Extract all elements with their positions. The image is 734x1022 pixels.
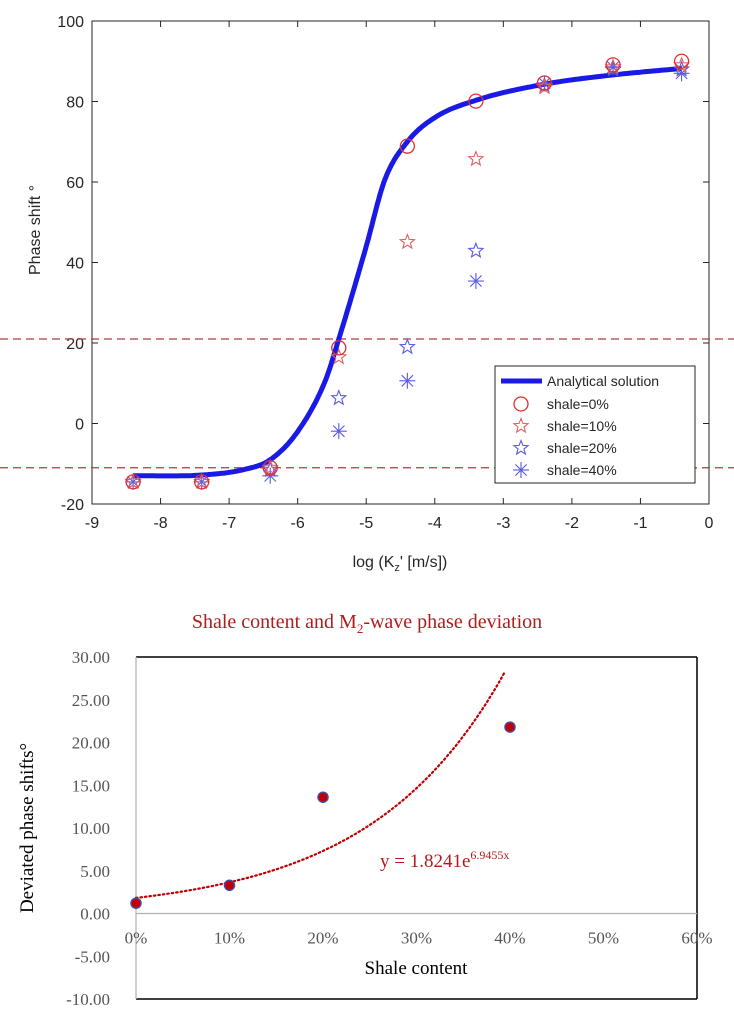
data-point xyxy=(504,721,516,733)
legend-label-shale-20: shale=20% xyxy=(547,440,617,456)
marker-shale-20 xyxy=(672,60,691,77)
bottom-y-axis-label: Deviated phase shifts° xyxy=(17,743,38,913)
x-tick-label: 60% xyxy=(681,929,712,948)
top-x-axis-label: log (Kz' [m/s]) xyxy=(353,554,448,574)
y-tick-label: 20 xyxy=(66,336,84,353)
y-tick-label: 0 xyxy=(75,417,84,434)
x-tick-label: 10% xyxy=(214,929,245,948)
legend-label-shale-10: shale=10% xyxy=(547,418,617,434)
marker-shale-10 xyxy=(330,348,348,365)
x-tick-label: 0% xyxy=(125,929,148,948)
marker-shale-0 xyxy=(194,474,210,490)
legend-marker-shale-20 xyxy=(512,438,530,456)
x-tick-label: -8 xyxy=(153,515,167,532)
marker-shale-20 xyxy=(535,76,554,93)
legend: Analytical solution shale=0% shale=10% s… xyxy=(494,365,696,484)
y-tick-label: 5.00 xyxy=(80,862,110,881)
x-tick-label: -4 xyxy=(428,515,442,532)
marker-shale-20 xyxy=(467,241,485,259)
marker-shale-20 xyxy=(330,389,348,406)
marker-shale-10 xyxy=(124,472,142,490)
y-tick-label: -5.00 xyxy=(75,947,110,966)
y-tick-label: 20.00 xyxy=(72,734,110,753)
marker-shale-0 xyxy=(262,460,278,476)
y-tick-label: -20 xyxy=(61,497,84,514)
y-tick-label: 100 xyxy=(57,14,84,31)
bottom-x-axis-label: Shale content xyxy=(365,958,469,979)
x-tick-label: 40% xyxy=(494,929,525,948)
phase-shift-chart: -9 -8 -7 -6 -5 -4 -3 -2 -1 0 -20 0 20 40 60 80 100 log (… xyxy=(0,14,734,574)
analytical-curve-group xyxy=(133,66,682,479)
legend-marker-shale-40 xyxy=(513,462,529,478)
legend-label-analytical: Analytical solution xyxy=(547,373,659,389)
analytical-solution-line xyxy=(133,66,682,479)
marker-shale-10 xyxy=(467,150,485,167)
marker-shale-0 xyxy=(399,138,416,154)
legend-label-shale-40: shale=40% xyxy=(547,462,617,478)
trendline-group xyxy=(134,669,507,900)
x-tick-label: 0 xyxy=(705,515,714,532)
legend-marker-shale-0 xyxy=(513,396,529,412)
marker-shale-40 xyxy=(467,273,484,290)
legend-marker-shale-20 xyxy=(512,438,530,456)
marker-shale-10 xyxy=(261,458,279,476)
x-tick-label: 20% xyxy=(307,929,338,948)
top-axis-ticks: -9 -8 -7 -6 -5 -4 -3 -2 -1 0 -20 0 20 40 60 80 100 xyxy=(57,14,713,532)
bottom-plot-frame xyxy=(135,656,698,1000)
x-tick-label: 50% xyxy=(588,929,619,948)
legend-marker-shale-40 xyxy=(513,462,529,478)
bottom-axis-ticks: -10.00 -5.00 0.00 5.00 10.00 15.00 20.00 25.00 3… xyxy=(66,648,713,1009)
marker-shale-20 xyxy=(398,337,416,355)
marker-shale-40 xyxy=(262,467,279,484)
marker-shale-0 xyxy=(536,75,553,91)
legend-label-shale-0: shale=0% xyxy=(547,396,609,412)
marker-shale-40 xyxy=(193,473,210,490)
data-point xyxy=(130,897,142,909)
exponential-trendline xyxy=(134,669,507,900)
legend-marker-shale-10 xyxy=(512,416,530,434)
x-tick-label: -7 xyxy=(222,515,236,532)
x-tick-label: -1 xyxy=(633,515,647,532)
x-tick-label: -5 xyxy=(359,515,373,532)
bottom-point-group xyxy=(130,721,516,909)
shale-deviation-chart: Shale content and M2-wave phase deviatio… xyxy=(17,611,713,1009)
marker-shale-0 xyxy=(673,53,690,69)
marker-shale-40 xyxy=(399,372,416,389)
marker-shale-0 xyxy=(331,340,347,356)
y-tick-label: 10.00 xyxy=(72,819,110,838)
legend-marker-shale-10 xyxy=(512,416,530,434)
x-tick-label: -6 xyxy=(291,515,305,532)
y-tick-label: 30.00 xyxy=(72,648,110,667)
x-tick-label: -2 xyxy=(565,515,579,532)
data-point xyxy=(317,791,329,803)
y-tick-label: 40 xyxy=(66,256,84,273)
x-tick-label: 30% xyxy=(401,929,432,948)
y-tick-label: -10.00 xyxy=(66,990,110,1009)
y-tick-label: 15.00 xyxy=(72,776,110,795)
y-tick-label: 0.00 xyxy=(80,905,110,924)
trendline-equation: y = 1.8241e6.9455x xyxy=(380,848,509,872)
x-tick-label: -3 xyxy=(496,515,510,532)
y-tick-label: 60 xyxy=(66,175,84,192)
legend-box xyxy=(494,365,696,484)
top-y-axis-label: Phase shift ° xyxy=(27,185,44,275)
marker-shale-40 xyxy=(125,473,142,490)
y-tick-label: 25.00 xyxy=(72,691,110,710)
marker-shale-0 xyxy=(605,57,621,73)
marker-shale-0 xyxy=(468,93,484,109)
marker-shale-40 xyxy=(330,423,347,440)
y-tick-label: 80 xyxy=(66,95,84,112)
x-tick-label: -9 xyxy=(85,515,99,532)
marker-shale-0 xyxy=(125,474,141,490)
marker-shale-10 xyxy=(398,232,416,250)
marker-shale-10 xyxy=(193,472,211,490)
legend-marker-shale-0 xyxy=(513,396,529,412)
bottom-chart-title: Shale content and M2-wave phase deviatio… xyxy=(192,611,542,636)
data-point xyxy=(223,879,236,892)
marker-shale-10 xyxy=(604,58,622,75)
marker-group xyxy=(124,53,691,490)
